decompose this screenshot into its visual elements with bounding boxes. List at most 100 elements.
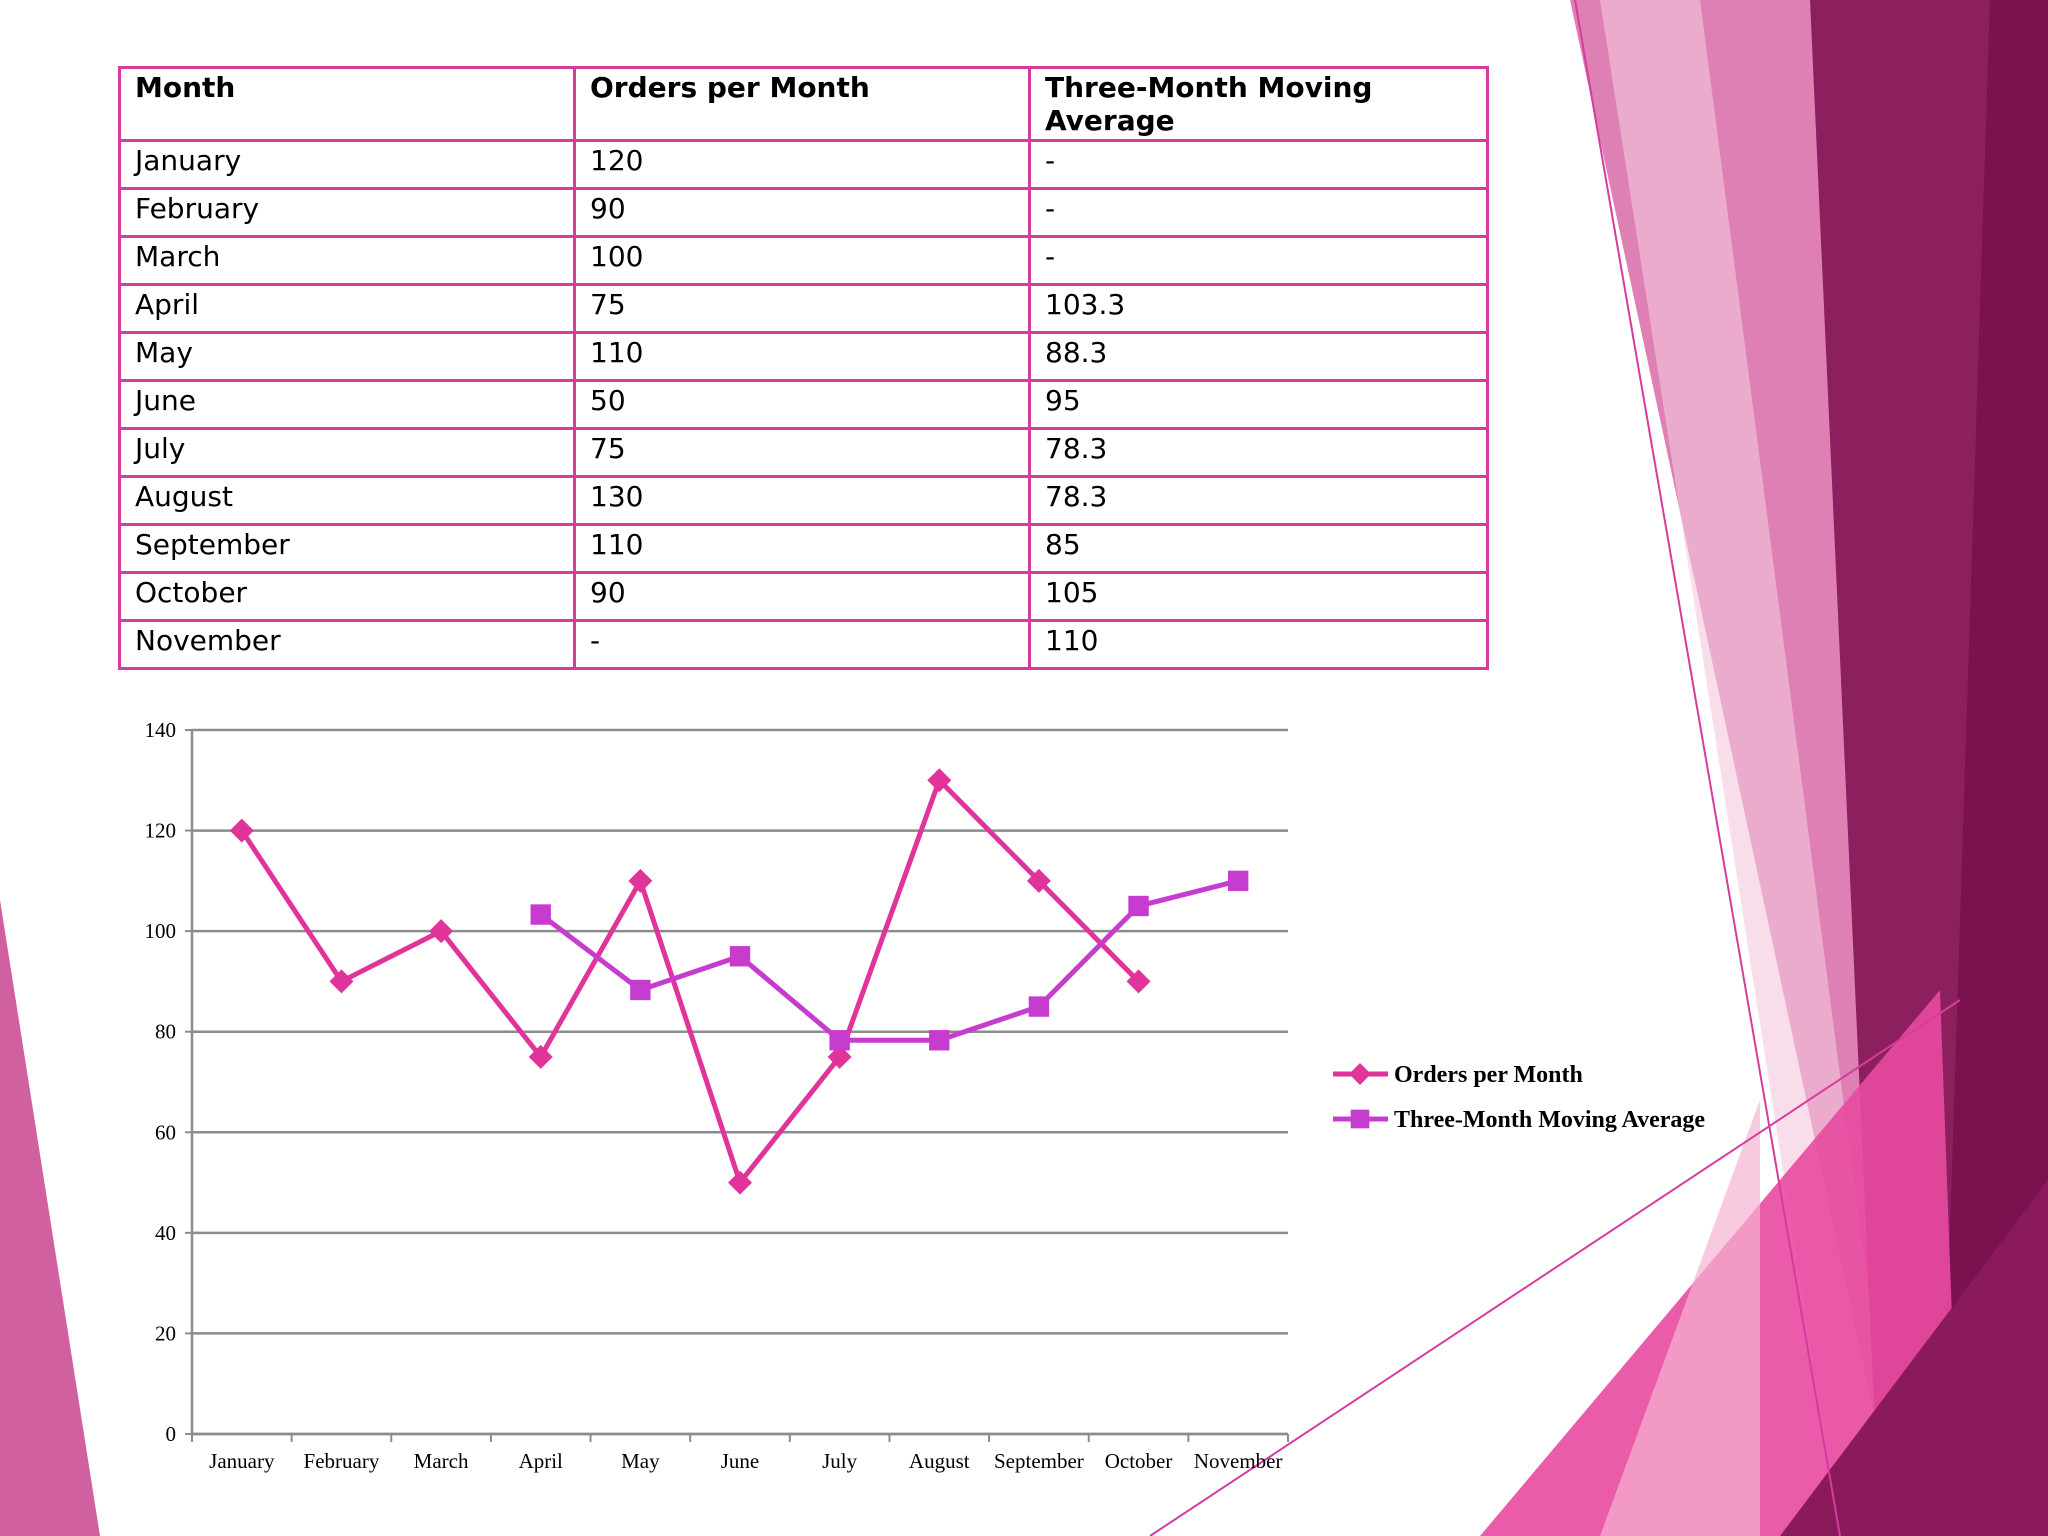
table-row: August 130 78.3 xyxy=(118,475,1489,526)
bg-thin-line-1 xyxy=(1574,0,1841,1536)
table-cell: 103.3 xyxy=(1028,283,1489,334)
table-cell: April xyxy=(118,283,576,334)
table-cell: 88.3 xyxy=(1028,331,1489,382)
table-cell: 105 xyxy=(1028,571,1489,622)
moving-average-data-point xyxy=(929,1030,950,1051)
bg-thin-line-2 xyxy=(1149,999,1961,1536)
x-tick-label: January xyxy=(209,1449,275,1473)
moving-average-data-point xyxy=(530,904,551,925)
table-header-cell: Orders per Month xyxy=(573,66,1031,142)
table-cell: 130 xyxy=(573,475,1031,526)
orders-data-point xyxy=(1026,868,1051,893)
x-tick-label: September xyxy=(994,1449,1084,1473)
table-row: October 90 105 xyxy=(118,571,1489,622)
table-cell: January xyxy=(118,139,576,190)
y-tick-label: 120 xyxy=(145,819,177,843)
legend-label: Three-Month Moving Average xyxy=(1394,1107,1705,1133)
bg-shape-left xyxy=(0,900,100,1536)
y-tick-label: 40 xyxy=(155,1221,176,1245)
table-cell: - xyxy=(1028,139,1489,190)
table-cell: 110 xyxy=(573,523,1031,574)
table-header-cell: Three-Month Moving Average xyxy=(1028,66,1489,142)
x-tick-label: October xyxy=(1105,1449,1173,1473)
moving-average-data-point xyxy=(630,979,651,1001)
table-cell: February xyxy=(118,187,576,238)
y-tick-label: 100 xyxy=(145,919,177,943)
table-cell: 95 xyxy=(1028,379,1489,430)
orders-data-point xyxy=(1126,969,1151,994)
table-row: January 120- xyxy=(118,139,1489,190)
y-tick-label: 60 xyxy=(155,1120,176,1144)
orders-data-point xyxy=(628,868,653,893)
legend-swatch-marker xyxy=(1350,1109,1370,1129)
x-tick-label: August xyxy=(909,1449,970,1473)
table-cell: 78.3 xyxy=(1028,475,1489,526)
table-row: July 75 78.3 xyxy=(118,427,1489,478)
orders-data-point xyxy=(329,969,354,994)
y-tick-label: 0 xyxy=(166,1422,177,1446)
bg-shape-bottom-light xyxy=(1600,1100,1760,1536)
table-cell: 50 xyxy=(573,379,1031,430)
table-cell: 110 xyxy=(573,331,1031,382)
table-cell: October xyxy=(118,571,576,622)
orders-data-point xyxy=(429,919,454,944)
orders-data-point xyxy=(927,768,952,793)
table-cell: November xyxy=(118,619,576,670)
table-cell: September xyxy=(118,523,576,574)
table-row: March 100- xyxy=(118,235,1489,286)
legend-swatch-marker xyxy=(1349,1063,1371,1085)
table-row: September 110 85 xyxy=(118,523,1489,574)
table-cell: 110 xyxy=(1028,619,1489,670)
table-cell: August xyxy=(118,475,576,526)
moving-average-series-line xyxy=(539,878,1239,1043)
table-cell: June xyxy=(118,379,576,430)
table-cell: 120 xyxy=(573,139,1031,190)
x-tick-label: November xyxy=(1194,1449,1283,1473)
orders-series-line xyxy=(239,777,1141,1186)
x-tick-label: February xyxy=(304,1449,380,1473)
table-header-row: Month Orders per Month Three-Month Moving … xyxy=(118,66,1489,142)
orders-line-chart: 0 20 40 60 80 100 120 140 January February March Ap… xyxy=(145,718,1706,1473)
orders-data-point xyxy=(528,1044,553,1069)
table-row: June 50 95 xyxy=(118,379,1489,430)
table-row: April 75 103.3 xyxy=(118,283,1489,334)
table-cell: 78.3 xyxy=(1028,427,1489,478)
table-cell: 85 xyxy=(1028,523,1489,574)
y-tick-label: 140 xyxy=(145,718,177,742)
table-cell: March xyxy=(118,235,576,286)
x-tick-label: June xyxy=(721,1449,760,1473)
orders-data-point xyxy=(229,818,254,843)
orders-data-point xyxy=(728,1170,752,1195)
moving-average-data-point xyxy=(829,1030,850,1051)
bg-shape-right-darkest xyxy=(1940,0,2048,1536)
table-cell: 90 xyxy=(573,571,1031,622)
moving-average-data-point xyxy=(1227,870,1249,892)
x-tick-label: May xyxy=(621,1449,660,1473)
moving-average-data-point xyxy=(1128,895,1149,917)
x-tick-label: April xyxy=(519,1449,563,1473)
table-row: February 90- xyxy=(118,187,1489,238)
table-cell: - xyxy=(1028,187,1489,238)
orders-table: Month Orders per Month Three-Month Moving … xyxy=(118,66,1489,670)
bg-shape-corner-dark xyxy=(1780,1180,2048,1536)
x-tick-label: July xyxy=(822,1449,858,1473)
table-cell: 75 xyxy=(573,283,1031,334)
moving-average-data-point xyxy=(1028,996,1050,1017)
x-tick-label: March xyxy=(414,1449,469,1473)
legend-label: Orders per Month xyxy=(1394,1062,1583,1088)
table-cell: July xyxy=(118,427,576,478)
y-tick-label: 20 xyxy=(155,1321,176,1345)
orders-data-point xyxy=(827,1044,852,1069)
table-cell: - xyxy=(1028,235,1489,286)
table-cell: 100 xyxy=(573,235,1031,286)
table-cell: - xyxy=(573,619,1031,670)
table-header-cell: Month xyxy=(118,66,576,142)
table-row: May 110 88.3 xyxy=(118,331,1489,382)
y-tick-label: 80 xyxy=(155,1020,176,1044)
table-cell: 90 xyxy=(573,187,1031,238)
table-cell: May xyxy=(118,331,576,382)
table-cell: 75 xyxy=(573,427,1031,478)
table-row: November -110 xyxy=(118,619,1489,670)
moving-average-data-point xyxy=(729,946,751,967)
